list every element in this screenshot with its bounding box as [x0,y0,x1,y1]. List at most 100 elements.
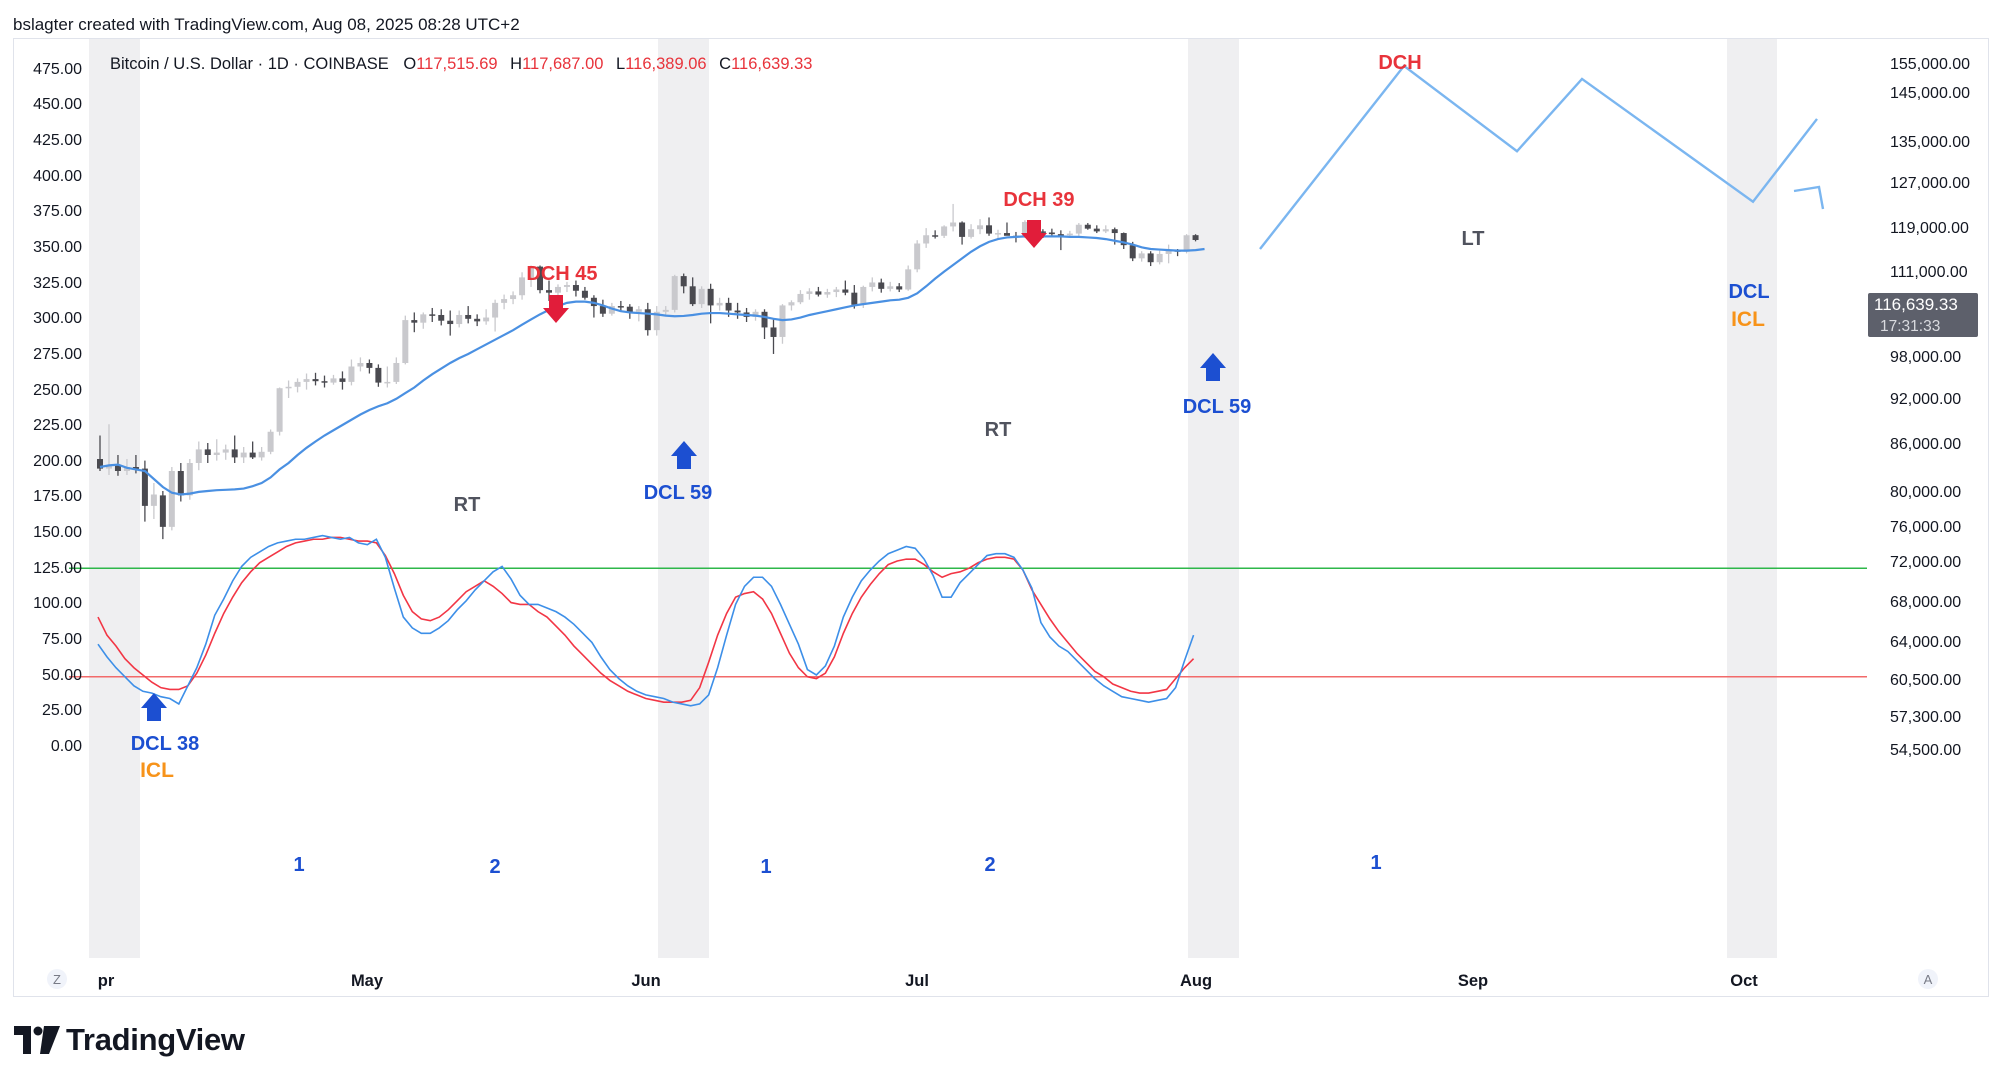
candle-body [689,286,696,305]
price-axis-tick: 145,000.00 [1890,85,1970,102]
candle-body [177,471,184,496]
candle-body [617,306,624,308]
candle-body [339,378,346,382]
osc-count-2: 2 [489,856,500,878]
candle-body [402,320,409,363]
candle-body [258,451,265,458]
oscillator-lines [97,534,1195,707]
time-axis-tick: Oct [1730,972,1758,990]
cycle-shade-3 [1188,39,1239,958]
dcl59a-label: DCL 59 [644,482,713,504]
oscillator-bands [69,567,1867,678]
candle-body [132,467,139,470]
high-label: H [510,55,522,73]
candlestick-chart[interactable]: 500.00 475.00 450.00 425.00 400.00 375.00 350.… [14,39,1990,998]
candle-body [1021,221,1028,237]
left-axis-tick: 0.00 [51,738,82,755]
time-axis-tick: Sep [1458,972,1488,990]
auto-label: A [1924,972,1933,987]
candle-body [123,467,130,471]
price-axis-tick: 60,500.00 [1890,672,1961,689]
candle-body [860,286,867,305]
close-value: 116,639.33 [731,55,812,73]
candle-body [932,235,939,237]
auto-scale-button[interactable]: A [1918,969,1938,989]
candle-body [941,226,948,236]
tradingview-wordmark: TradingView [66,1022,245,1057]
candle-body [276,388,283,432]
candle-body [159,495,166,527]
left-axis-tick: 150.00 [33,524,82,541]
candle-body [1156,253,1163,263]
price-axis-tick: 98,000.00 [1890,349,1961,366]
tradingview-logo[interactable]: TradingView [14,1022,245,1058]
candle-body [635,309,642,312]
candle-body [1192,235,1199,240]
auto-zoom-button[interactable]: Z [47,969,67,989]
candle-body [572,285,579,291]
candle-body [842,289,849,293]
dcl38-label: DCL 38 [131,733,200,755]
candle-body [644,309,651,331]
candle-body [1165,249,1172,254]
price-axis-tick: 64,000.00 [1890,634,1961,651]
candle-body [231,449,238,458]
price-axis-tick: 57,300.00 [1890,709,1961,726]
cycle-shade-1 [89,39,140,958]
candle-body [671,276,678,310]
candle-body [761,311,768,328]
candle-body [824,292,831,295]
time-axis-tick: May [351,972,384,990]
tradingview-logo-icon [14,1026,60,1054]
dcl-label: DCL [1728,281,1769,303]
candle-body [806,291,813,294]
left-axis-tick: 175.00 [33,488,82,505]
left-axis-tick: 350.00 [33,239,82,256]
cycle-shade-4 [1727,39,1777,958]
candle-body [797,293,804,303]
chart-panel[interactable]: 500.00 475.00 450.00 425.00 400.00 375.00 350.… [13,38,1989,997]
candle-body [438,314,445,321]
price-axis-tick: 119,000.00 [1890,220,1969,237]
left-axis-tick: 75.00 [42,631,82,648]
dch39-label: DCH 39 [1003,189,1074,211]
candle-body [725,302,732,311]
left-axis-tick: 275.00 [33,346,82,363]
candle-body [923,235,930,244]
bar-countdown: 17:31:33 [1880,318,1940,335]
candle-body [833,289,840,293]
candle-body [734,310,741,313]
candle-body [1111,229,1118,234]
left-axis-tick: 125.00 [33,560,82,577]
candle-body [97,459,103,469]
cycle-shades [89,39,1777,958]
left-axis-tick: 25.00 [42,702,82,719]
candle-body [1048,232,1055,235]
candle-body [420,314,427,323]
candle-body [914,243,921,270]
symbol-name[interactable]: Bitcoin / U.S. Dollar · 1D · COINBASE [110,55,389,73]
candle-body [1093,228,1100,232]
candle-body [1057,234,1064,236]
osc-count-3: 1 [760,856,771,878]
price-axis-tick: 127,000.00 [1890,175,1970,192]
candle-body [950,222,957,227]
candle-body [537,266,544,291]
candle-body [1003,233,1010,236]
high-value: 117,687.00 [522,55,603,73]
left-axis-tick: 225.00 [33,417,82,434]
candle-body [1147,253,1154,263]
candle-body [249,452,256,458]
rt-label-1: RT [454,494,481,516]
candle-body [653,311,660,331]
price-axis-tick: 72,000.00 [1890,554,1961,571]
osc-count-1: 1 [293,854,304,876]
candle-body [752,311,759,317]
lt-label: LT [1462,228,1485,250]
candle-body [608,306,615,314]
candle-body [447,320,454,325]
icl-label-2: ICL [1731,308,1765,331]
moving-average [99,235,1205,496]
candle-body [501,299,508,303]
left-axis-tick: 325.00 [33,275,82,292]
